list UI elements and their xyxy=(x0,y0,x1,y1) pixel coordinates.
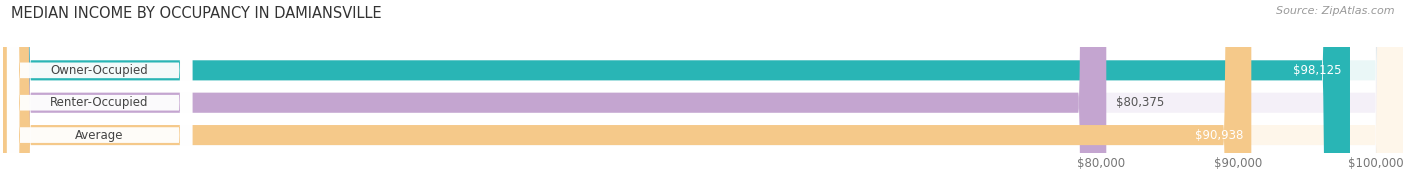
Text: $80,375: $80,375 xyxy=(1116,96,1164,109)
FancyBboxPatch shape xyxy=(3,0,1107,196)
Text: $90,938: $90,938 xyxy=(1195,129,1243,142)
FancyBboxPatch shape xyxy=(7,0,193,196)
FancyBboxPatch shape xyxy=(3,0,1403,196)
Text: Owner-Occupied: Owner-Occupied xyxy=(51,64,149,77)
Text: Average: Average xyxy=(76,129,124,142)
FancyBboxPatch shape xyxy=(3,0,1403,196)
FancyBboxPatch shape xyxy=(3,0,1403,196)
FancyBboxPatch shape xyxy=(7,0,193,196)
Text: MEDIAN INCOME BY OCCUPANCY IN DAMIANSVILLE: MEDIAN INCOME BY OCCUPANCY IN DAMIANSVIL… xyxy=(11,6,382,21)
FancyBboxPatch shape xyxy=(3,0,1251,196)
Text: Renter-Occupied: Renter-Occupied xyxy=(51,96,149,109)
FancyBboxPatch shape xyxy=(3,0,1350,196)
Text: Source: ZipAtlas.com: Source: ZipAtlas.com xyxy=(1277,6,1395,16)
Text: $98,125: $98,125 xyxy=(1294,64,1341,77)
FancyBboxPatch shape xyxy=(7,0,193,196)
